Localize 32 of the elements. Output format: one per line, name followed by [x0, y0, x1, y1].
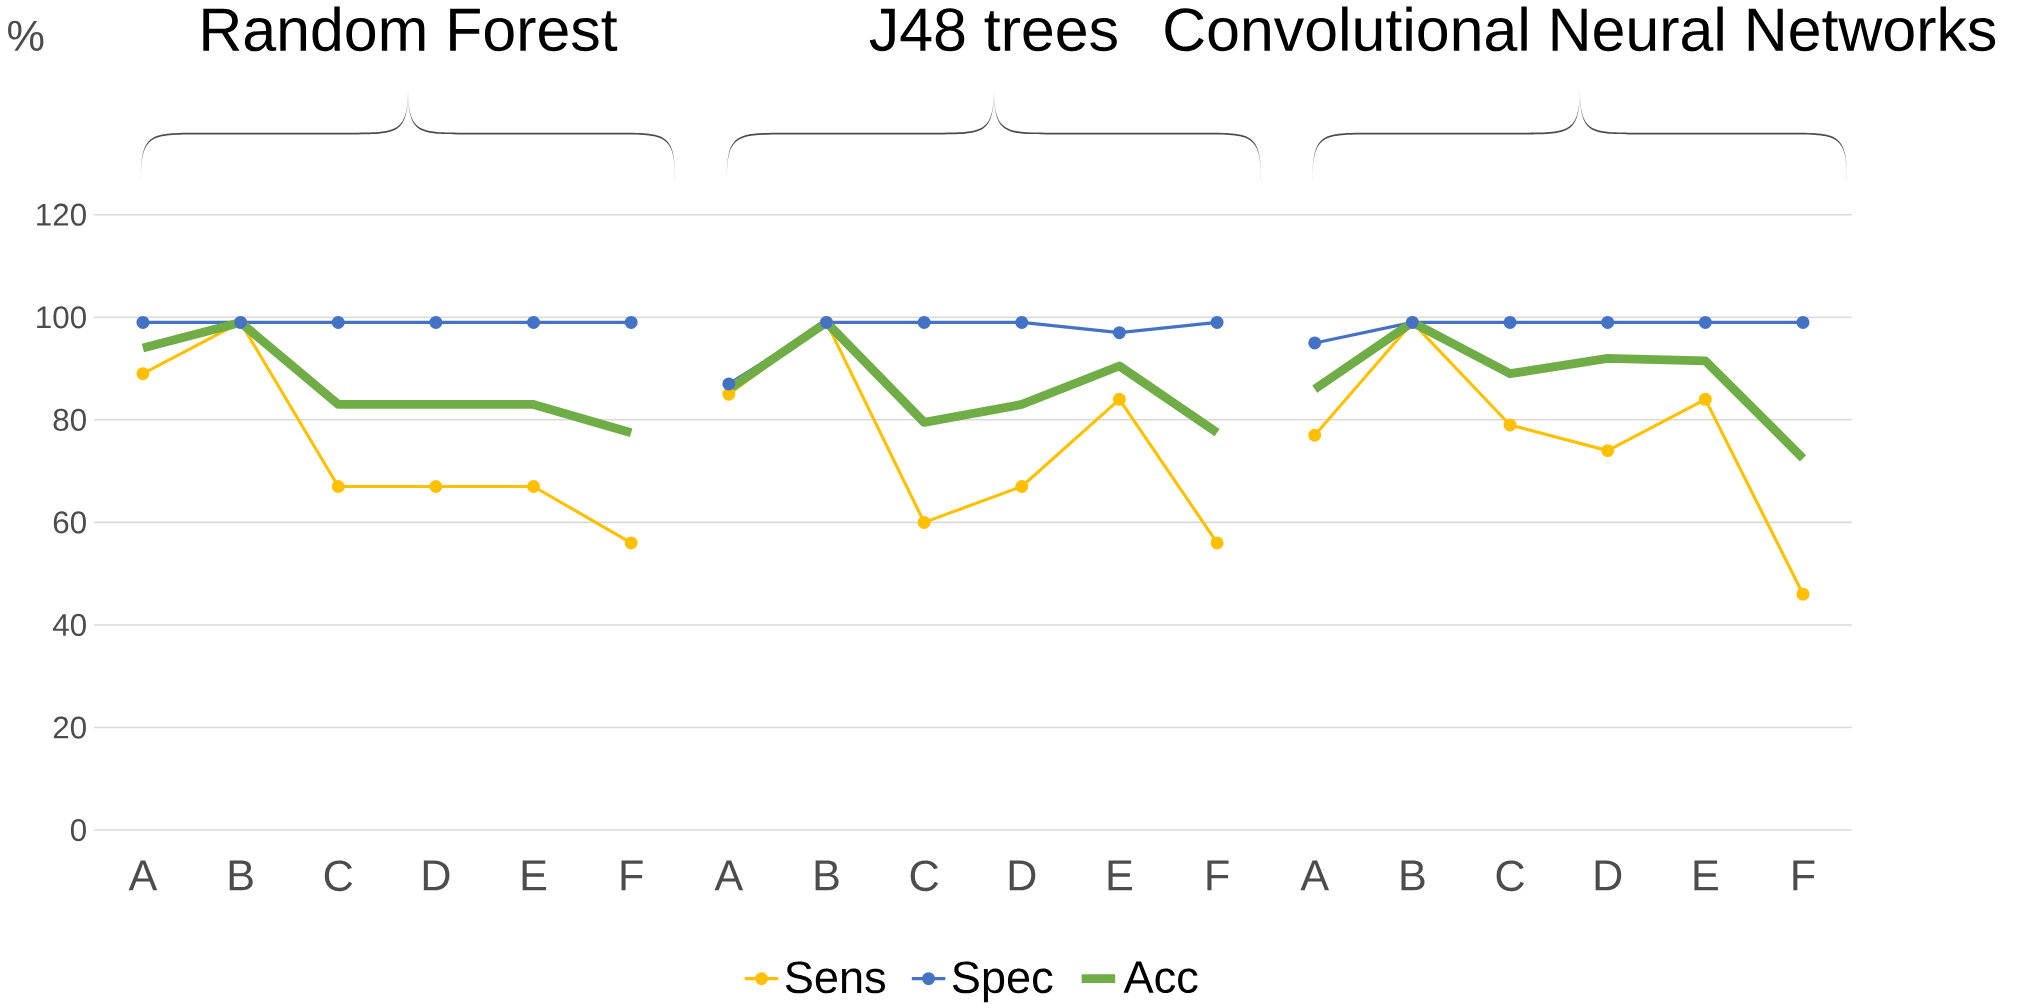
text: Random Forest	[203, 6, 618, 52]
text: J48 trees	[869, 8, 1117, 52]
text: Convolutional Neural Networks	[1165, 6, 1996, 52]
x-tick-label: B	[815, 860, 839, 891]
legend-label: Sens	[785, 961, 886, 994]
y-tick-label: 80	[53, 408, 86, 432]
y-tick-label: 120	[37, 203, 86, 226]
x-tick-label: E	[1694, 860, 1718, 891]
y-tick-label: 100	[37, 306, 86, 329]
x-tick-label: F	[1793, 860, 1815, 891]
x-tick-label: F	[621, 860, 643, 891]
y-tick-label: 60	[53, 511, 86, 534]
y-tick-label: 40	[52, 613, 86, 637]
x-tick-label: D	[423, 860, 450, 891]
legend-label: Acc	[1123, 961, 1198, 994]
x-tick-label: C	[324, 860, 353, 892]
x-tick-label: A	[128, 860, 158, 891]
legend-label: Spec	[952, 961, 1053, 1003]
x-tick-label: C	[910, 860, 939, 892]
x-tick-label: F	[1207, 860, 1229, 891]
x-tick-label: C	[1496, 860, 1524, 892]
y-tick-label: 20	[53, 716, 86, 739]
y-axis-title: %	[8, 20, 44, 52]
x-tick-label: E	[1108, 860, 1132, 891]
x-tick-label: B	[1401, 860, 1425, 891]
x-tick-label: D	[1009, 860, 1036, 891]
x-tick-label: A	[714, 860, 744, 891]
x-tick-label: E	[522, 860, 547, 891]
x-tick-label: A	[1300, 860, 1330, 891]
x-tick-label: B	[229, 860, 253, 891]
x-tick-label: D	[1595, 860, 1622, 891]
y-tick-label: 0	[70, 819, 86, 842]
